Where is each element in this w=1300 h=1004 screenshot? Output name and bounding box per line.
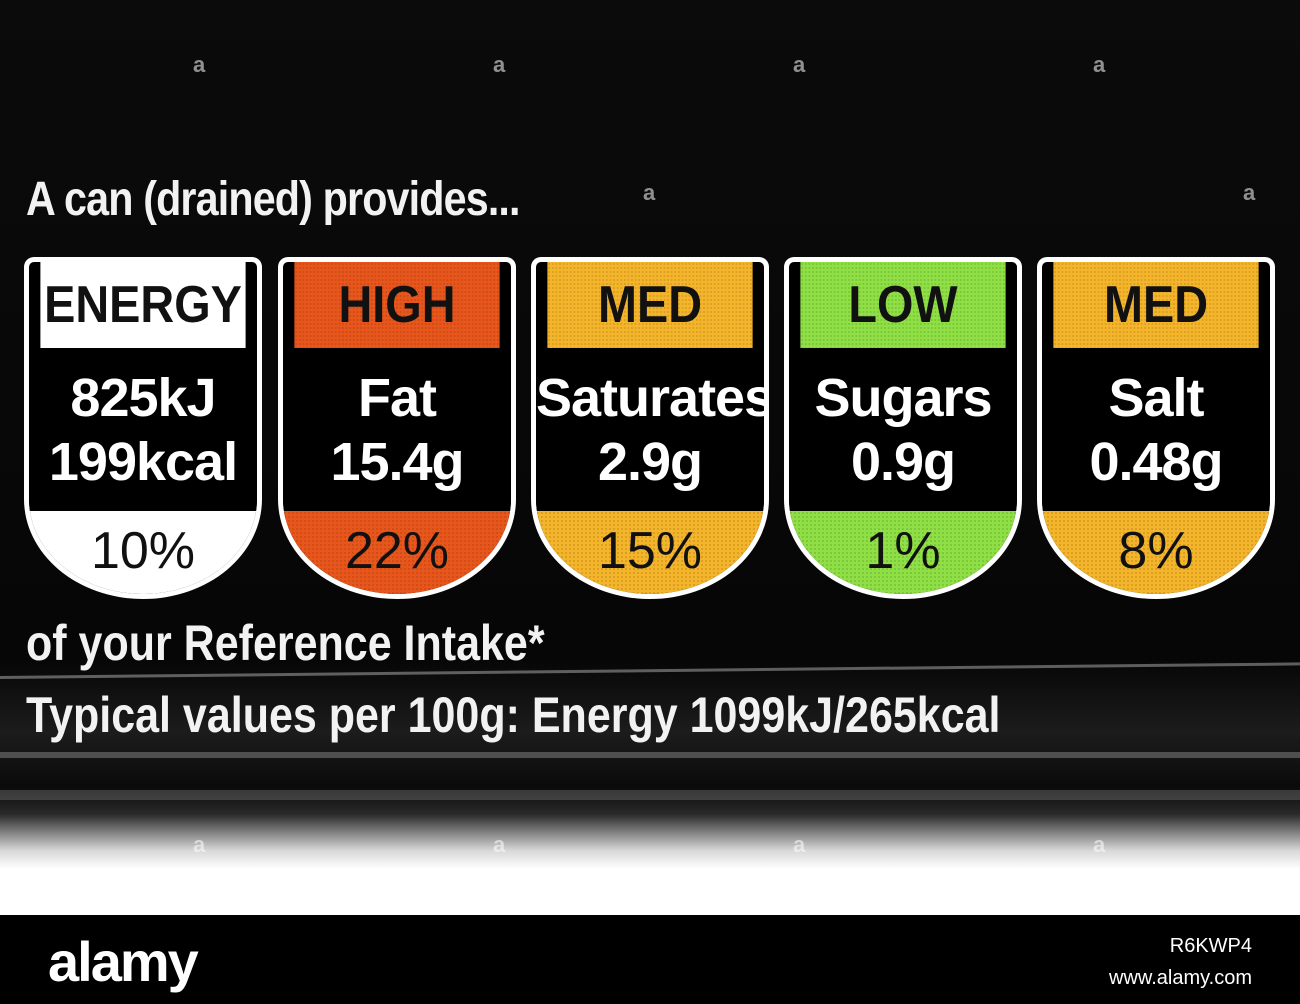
badge-values: Fat 15.4g <box>283 348 511 511</box>
badge-energy: ENERGY 825kJ 199kcal 10% <box>24 257 262 599</box>
badge-salt: MED Salt 0.48g 8% <box>1037 257 1275 599</box>
badge-line1: 825kJ <box>70 367 216 428</box>
badge-line1: Fat <box>358 367 437 428</box>
watermark-footer: alamy R6KWP4 www.alamy.com <box>0 915 1300 1004</box>
alamy-logo: alamy <box>48 930 199 993</box>
intro-text: A can (drained) provides... <box>26 173 521 226</box>
badge-level: MED <box>1053 262 1259 348</box>
image-id: R6KWP4 <box>1169 935 1252 957</box>
watermark-mark: a <box>643 180 656 205</box>
watermark-mark: a <box>1093 832 1106 857</box>
badge-line2: 15.4g <box>330 431 464 492</box>
badge-values: Sugars 0.9g <box>789 348 1017 511</box>
badge-line1: Sugars <box>814 367 992 428</box>
badge-line2: 0.48g <box>1089 431 1223 492</box>
badge-values: 825kJ 199kcal <box>29 348 257 511</box>
glare-streak <box>0 752 1300 758</box>
watermark-mark: a <box>193 52 206 77</box>
watermark-mark: a <box>493 832 506 857</box>
badge-percent: 8% <box>1042 511 1270 594</box>
watermark-mark: a <box>1093 52 1106 77</box>
watermark-mark: a <box>793 52 806 77</box>
site-url: www.alamy.com <box>1109 967 1252 989</box>
watermark-mark: a <box>493 52 506 77</box>
badge-line1: Salt <box>1108 367 1204 428</box>
badge-line2: 2.9g <box>597 431 703 492</box>
badge-percent: 10% <box>29 511 257 594</box>
badge-values: Saturates 2.9g <box>536 348 764 511</box>
typical-values-text: Typical values per 100g: Energy 1099kJ/2… <box>26 687 1001 743</box>
badge-saturates: MED Saturates 2.9g 15% <box>531 257 769 599</box>
badge-line1: Saturates <box>536 367 769 428</box>
badge-line2: 199kcal <box>48 431 238 492</box>
badge-level: ENERGY <box>40 262 246 348</box>
badge-level: LOW <box>800 262 1006 348</box>
reference-intake-text: of your Reference Intake* <box>26 615 545 671</box>
badge-percent: 15% <box>536 511 764 594</box>
badge-sugars: LOW Sugars 0.9g 1% <box>784 257 1022 599</box>
badge-line2: 0.9g <box>850 431 956 492</box>
badge-fat: HIGH Fat 15.4g 22% <box>278 257 516 599</box>
watermark-mark: a <box>193 832 206 857</box>
badge-values: Salt 0.48g <box>1042 348 1270 511</box>
badge-level: HIGH <box>294 262 500 348</box>
watermark-mark: a <box>1243 180 1256 205</box>
badge-level: MED <box>547 262 753 348</box>
badge-percent: 1% <box>789 511 1017 594</box>
glare-streak <box>0 790 1300 800</box>
badge-percent: 22% <box>283 511 511 594</box>
food-label-photo: a a a a a a a a a a A can (drained) prov… <box>0 0 1300 915</box>
watermark-mark: a <box>793 832 806 857</box>
